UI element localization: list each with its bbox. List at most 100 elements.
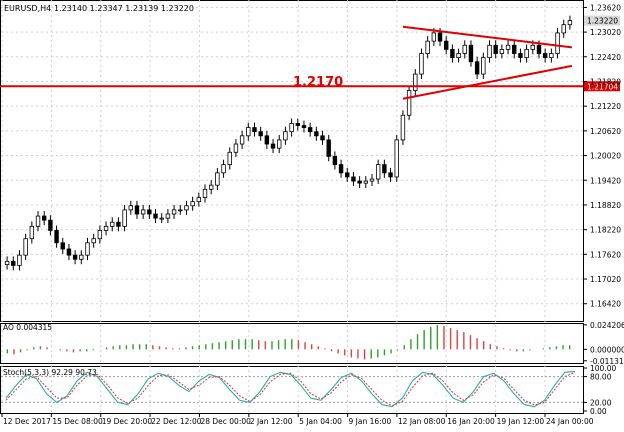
candle xyxy=(246,127,251,137)
x-tick-label: 12 Dec 2017 xyxy=(3,417,51,426)
candle xyxy=(239,135,245,145)
candle xyxy=(277,139,282,149)
candle xyxy=(338,164,344,174)
candle xyxy=(542,53,548,59)
candle xyxy=(450,48,455,59)
candle xyxy=(48,219,53,231)
candle xyxy=(345,172,350,178)
candle xyxy=(110,221,115,227)
candle xyxy=(530,44,535,50)
candle xyxy=(29,225,35,240)
x-tick-label: 19 Dec 20:00 xyxy=(102,417,153,426)
candle xyxy=(289,123,294,133)
y-tick-label: 1.23020 xyxy=(590,28,621,37)
y-tick-label: 1.17620 xyxy=(590,250,621,259)
y-tick-label: 1.23620 xyxy=(590,3,621,12)
candle xyxy=(72,254,78,260)
candle xyxy=(60,242,65,250)
candle xyxy=(23,238,28,256)
y-tick-label: 1.21220 xyxy=(590,102,621,111)
candle xyxy=(499,48,505,54)
candle xyxy=(549,53,554,59)
candle xyxy=(147,209,152,215)
y-tick-label: 1.18220 xyxy=(590,226,621,235)
candle xyxy=(17,254,22,266)
y-tick-label: 1.20620 xyxy=(590,127,621,136)
candle xyxy=(134,205,140,215)
level-tag-box xyxy=(584,81,620,92)
y-tick-label: 1.21820 xyxy=(590,77,621,86)
candle xyxy=(283,131,288,141)
candle xyxy=(301,125,307,128)
ao-frame xyxy=(0,323,584,364)
candle xyxy=(487,44,492,59)
symbol-label: EURUSD,H4 xyxy=(4,4,51,13)
candle xyxy=(474,61,480,75)
candle xyxy=(512,44,517,54)
stoch-signal-line xyxy=(5,371,576,407)
current-tag-box xyxy=(584,15,620,26)
candle xyxy=(79,254,84,260)
candle xyxy=(159,217,164,220)
stoch-tick-label: 100.00 xyxy=(590,364,616,373)
candle xyxy=(351,176,356,182)
candle xyxy=(400,114,406,141)
main-frame xyxy=(0,0,584,322)
candle xyxy=(468,44,474,63)
candle xyxy=(357,180,362,184)
candle xyxy=(208,184,214,190)
candle xyxy=(97,230,103,240)
candle xyxy=(406,90,412,116)
candle xyxy=(394,139,399,178)
ao-tick-label: 0.000000 xyxy=(590,345,624,354)
candle xyxy=(252,127,257,133)
stoch-tick-label: 80.00 xyxy=(590,373,612,382)
level-tag-text: 1.21704 xyxy=(587,82,618,91)
y-tick-label: 1.16420 xyxy=(590,300,621,309)
stoch-tick-label: 0.00 xyxy=(590,407,607,416)
candle xyxy=(128,205,133,211)
x-tick-label: 9 Jan 16:00 xyxy=(349,417,392,426)
candle xyxy=(307,127,313,133)
candle xyxy=(66,248,72,256)
level-label: 1.2170 xyxy=(293,75,343,90)
y-tick-label: 1.18820 xyxy=(590,201,621,210)
candle xyxy=(270,143,276,149)
y-tick-label: 1.22420 xyxy=(590,53,621,62)
candle xyxy=(493,44,498,54)
candle xyxy=(11,260,16,266)
candle xyxy=(91,238,96,244)
candle xyxy=(42,215,47,221)
candle xyxy=(425,40,430,54)
candle xyxy=(178,209,183,212)
candle xyxy=(320,135,325,141)
x-tick-label: 2 Jan 12:00 xyxy=(250,417,293,426)
candle xyxy=(561,24,566,34)
x-tick-label: 5 Jan 04:00 xyxy=(299,417,342,426)
candle xyxy=(153,213,158,219)
x-tick-label: 24 Jan 00:00 xyxy=(546,417,594,426)
candle xyxy=(258,131,263,137)
candle xyxy=(165,213,171,219)
candle xyxy=(227,151,232,166)
candle xyxy=(233,143,239,153)
level-price-tag: 1.21704 xyxy=(584,81,620,92)
x-tick-label: 28 Dec 00:00 xyxy=(200,417,251,426)
candle xyxy=(388,172,393,178)
candle xyxy=(103,225,109,231)
candle xyxy=(264,135,270,145)
triangle-lower-line xyxy=(402,64,573,100)
candle xyxy=(85,242,90,256)
ao-title: AO 0.004315 xyxy=(3,323,52,332)
candle xyxy=(184,205,189,211)
candle xyxy=(363,180,369,184)
candle xyxy=(140,209,146,215)
current-price-tag: 1.23220 xyxy=(584,15,620,26)
candle xyxy=(295,123,300,126)
candle xyxy=(555,32,560,54)
stoch-frame xyxy=(0,366,584,414)
candle xyxy=(413,73,418,91)
